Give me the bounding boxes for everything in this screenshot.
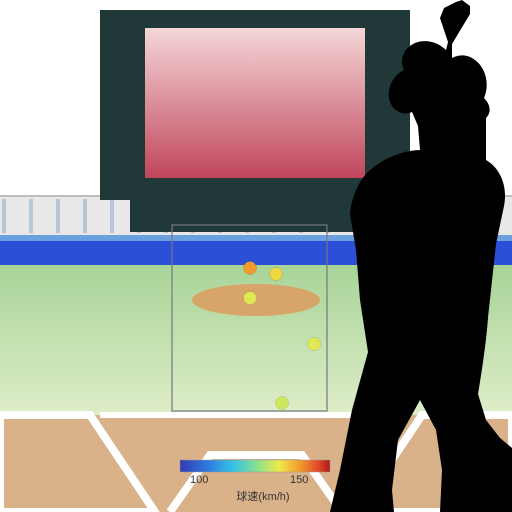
legend-tick-150: 150 [290,474,308,486]
legend-axis-label: 球速(km/h) [223,488,303,504]
pitch-point [276,397,289,410]
pitch-point [244,262,257,275]
legend-tick-100: 100 [190,474,208,486]
pitch-point [270,268,283,281]
speed-legend [180,460,330,472]
pitch-chart [0,0,512,512]
pitch-point [308,338,321,351]
pitch-point [244,292,257,305]
